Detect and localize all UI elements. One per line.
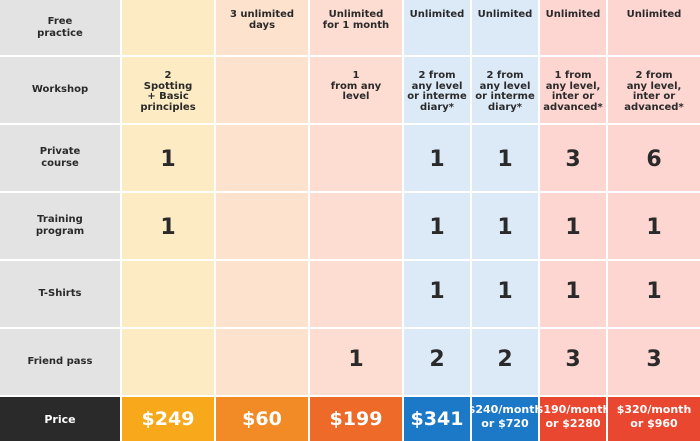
cell-private-course-plan-3 (310, 125, 402, 191)
cell-workshop-plan-3: 1 from any level (310, 57, 402, 123)
price-plan-7: $320/month or $960 (608, 397, 700, 441)
cell-private-course-plan-4: 1 (404, 125, 470, 191)
cell-t-shirts-plan-7: 1 (608, 261, 700, 327)
cell-workshop-plan-7: 2 from any level, inter or advanced* (608, 57, 700, 123)
price-plan-6: $190/month or $2280 (540, 397, 606, 441)
cell-free-practice-plan-6: Unlimited (540, 0, 606, 55)
cell-free-practice-plan-7: Unlimited (608, 0, 700, 55)
cell-private-course-plan-6: 3 (540, 125, 606, 191)
cell-training-program-plan-3 (310, 193, 402, 259)
cell-private-course-plan-5: 1 (472, 125, 538, 191)
cell-friend-pass-plan-1 (122, 329, 214, 395)
cell-workshop-plan-1: 2 Spotting + Basic principles (122, 57, 214, 123)
cell-training-program-plan-1: 1 (122, 193, 214, 259)
cell-free-practice-plan-1 (122, 0, 214, 55)
cell-private-course-plan-2 (216, 125, 308, 191)
price-plan-1: $249 (122, 397, 214, 441)
row-label-training-program: Training program (0, 193, 120, 259)
cell-training-program-plan-7: 1 (608, 193, 700, 259)
cell-training-program-plan-4: 1 (404, 193, 470, 259)
row-label-price: Price (0, 397, 120, 441)
cell-workshop-plan-4: 2 from any level or interme diary* (404, 57, 470, 123)
cell-training-program-plan-5: 1 (472, 193, 538, 259)
cell-t-shirts-plan-2 (216, 261, 308, 327)
row-label-workshop: Workshop (0, 57, 120, 123)
cell-workshop-plan-2 (216, 57, 308, 123)
cell-friend-pass-plan-3: 1 (310, 329, 402, 395)
row-label-private-course: Private course (0, 125, 120, 191)
cell-free-practice-plan-2: 3 unlimited days (216, 0, 308, 55)
cell-private-course-plan-7: 6 (608, 125, 700, 191)
cell-t-shirts-plan-6: 1 (540, 261, 606, 327)
cell-free-practice-plan-4: Unlimited (404, 0, 470, 55)
cell-friend-pass-plan-5: 2 (472, 329, 538, 395)
cell-workshop-plan-5: 2 from any level or interme diary* (472, 57, 538, 123)
cell-training-program-plan-2 (216, 193, 308, 259)
price-plan-4: $341 (404, 397, 470, 441)
cell-training-program-plan-6: 1 (540, 193, 606, 259)
cell-private-course-plan-1: 1 (122, 125, 214, 191)
cell-workshop-plan-6: 1 from any level, inter or advanced* (540, 57, 606, 123)
row-label-free-practice: Free practice (0, 0, 120, 55)
cell-t-shirts-plan-3 (310, 261, 402, 327)
cell-friend-pass-plan-7: 3 (608, 329, 700, 395)
cell-t-shirts-plan-5: 1 (472, 261, 538, 327)
cell-t-shirts-plan-1 (122, 261, 214, 327)
cell-friend-pass-plan-2 (216, 329, 308, 395)
cell-friend-pass-plan-6: 3 (540, 329, 606, 395)
price-plan-3: $199 (310, 397, 402, 441)
row-label-t-shirts: T-Shirts (0, 261, 120, 327)
cell-free-practice-plan-5: Unlimited (472, 0, 538, 55)
cell-t-shirts-plan-4: 1 (404, 261, 470, 327)
cell-free-practice-plan-3: Unlimited for 1 month (310, 0, 402, 55)
price-plan-5: $240/month or $720 (472, 397, 538, 441)
row-label-friend-pass: Friend pass (0, 329, 120, 395)
cell-friend-pass-plan-4: 2 (404, 329, 470, 395)
price-plan-2: $60 (216, 397, 308, 441)
